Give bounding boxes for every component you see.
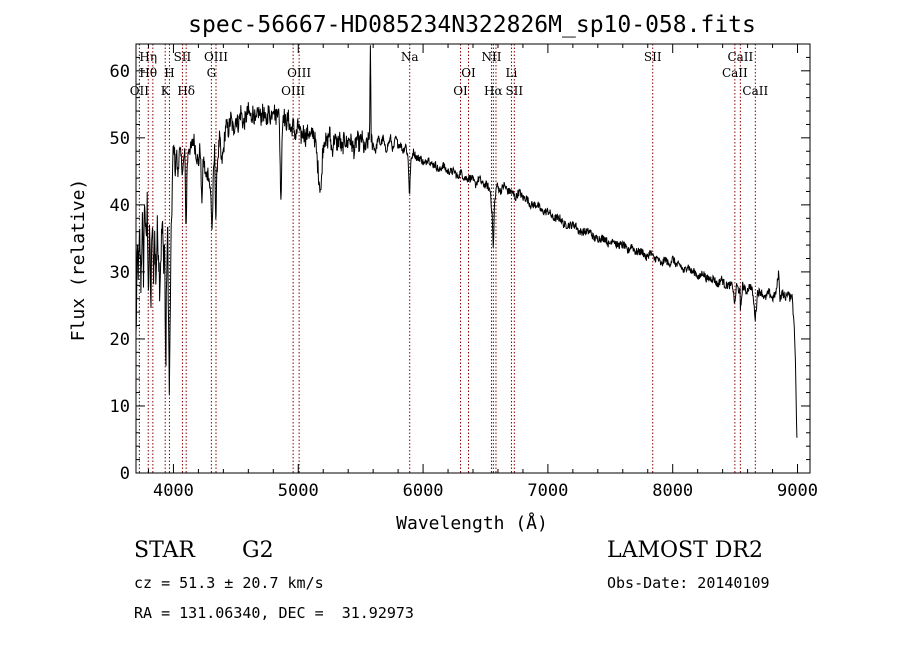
line-marker-label: K: [161, 84, 171, 98]
x-tick-label: 5000: [278, 481, 319, 501]
line-marker-label: SII: [644, 50, 662, 64]
line-marker-label: Hη: [139, 50, 157, 64]
x-tick-label: 7000: [527, 481, 568, 501]
line-marker-label: Hδ: [177, 84, 195, 98]
line-marker-label: OIII: [281, 84, 305, 98]
line-marker-label: Hθ: [139, 66, 157, 80]
x-tick-label: 9000: [777, 481, 818, 501]
line-marker-label: G: [207, 66, 217, 80]
line-marker-labels: OIIHηHθKHSIIHδGOIIIOIIIOIIINaOIOINIIHαLi…: [130, 50, 769, 98]
coordinates: RA = 131.06340, DEC = 31.92973: [134, 604, 414, 622]
chart-title: spec-56667-HD085234N322826M_sp10-058.fit…: [188, 12, 756, 38]
x-axis-label: Wavelength (Å): [396, 512, 548, 534]
line-marker-label: OI: [461, 66, 476, 80]
line-marker-label: CaII: [722, 66, 748, 80]
y-tick-label: 20: [110, 330, 130, 350]
line-marker-label: Li: [506, 66, 518, 80]
x-tick-label: 8000: [652, 481, 693, 501]
line-marker-label: NII: [481, 50, 501, 64]
observation-date: Obs-Date: 20140109: [607, 574, 770, 592]
y-tick-label: 10: [110, 397, 130, 417]
survey-name: LAMOST DR2: [607, 538, 763, 563]
x-tick-label: 4000: [153, 481, 194, 501]
line-marker-label: OIII: [287, 66, 311, 80]
y-tick-label: 60: [110, 62, 130, 82]
line-marker-label: CaII: [727, 50, 753, 64]
y-axis-label: Flux (relative): [68, 179, 89, 342]
line-marker-label: OII: [130, 84, 150, 98]
y-tick-label: 30: [110, 263, 130, 283]
plot-frame: [135, 43, 811, 474]
y-tick-label: 0: [120, 464, 130, 484]
x-axis: 4000 5000 6000 7000 8000 9000: [147, 44, 818, 501]
line-marker-label: Na: [401, 50, 419, 64]
y-tick-label: 40: [110, 196, 130, 216]
line-marker-label: OIII: [204, 50, 228, 64]
line-markers: [138, 44, 756, 473]
object-subclass: G2: [242, 538, 274, 563]
redshift-value: cz = 51.3 ± 20.7 km/s: [134, 574, 324, 592]
spectrum-line: [135, 45, 798, 438]
x-tick-label: 6000: [403, 481, 444, 501]
y-tick-label: 50: [110, 129, 130, 149]
line-marker-label: Hα: [484, 84, 503, 98]
line-marker-label: OI: [453, 84, 468, 98]
line-marker-label: H: [164, 66, 174, 80]
line-marker-label: SII: [174, 50, 192, 64]
object-class: STAR: [134, 538, 195, 563]
line-marker-label: CaII: [742, 84, 768, 98]
line-marker-label: SII: [505, 84, 523, 98]
y-axis: 0 10 20 30 40 50 60: [110, 56, 810, 484]
